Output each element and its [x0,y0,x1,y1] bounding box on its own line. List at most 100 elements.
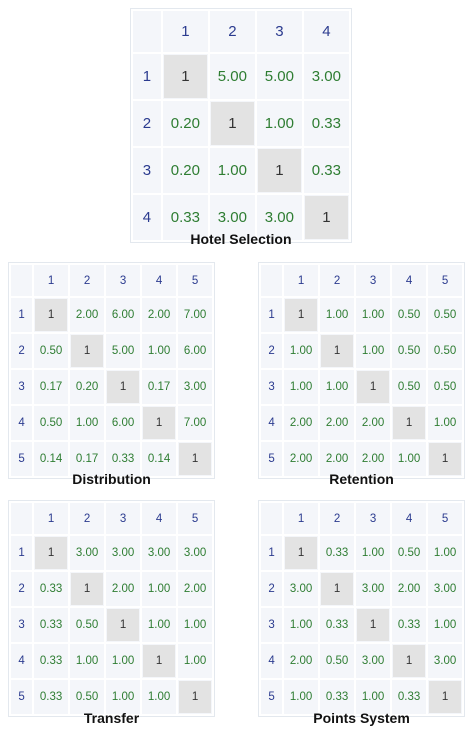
matrix-cell: 1.00 [284,334,319,369]
matrix-cell: 3.00 [303,54,349,100]
matrix-cell: 1.00 [284,608,319,643]
matrix-cell: 1.00 [284,370,319,405]
diagonal-value: 1 [304,196,348,240]
corner-cell [11,503,33,535]
matrix-cell: 1.00 [356,680,391,715]
matrix-retention: 1 2 3 4 5 1 1 1.00 1.00 0.50 0.50 2 1.00 1 1.00 0.50 0.5… [258,262,466,480]
matrix-cell: 3.00 [106,536,141,571]
matrix-cell: 2.00 [70,298,105,333]
diagonal-cell: 1 [106,608,141,643]
matrix-cell: 1.00 [70,644,105,679]
row-header: 1 [133,54,161,100]
matrix-cell: 6.00 [178,334,213,369]
matrix-cell: 0.50 [320,644,355,679]
matrix-distribution: 1 2 3 4 5 1 1 2.00 6.00 2.00 7.00 2 0.50 1 5.00 1.00 6.0… [8,262,216,480]
diagonal-cell: 1 [142,406,177,441]
column-header: 3 [356,265,391,297]
comparison-table: 1 2 3 4 1 1 5.00 5.00 3.00 2 0.20 1 1.00 0.33 3 0.20 1.0… [130,8,352,244]
matrix-cell: 0.33 [392,608,427,643]
matrix-cell: 6.00 [106,298,141,333]
matrix-cell: 0.33 [320,536,355,571]
column-header: 4 [392,503,427,535]
column-header: 2 [70,265,105,297]
table-row: 5 0.33 0.50 1.00 1.00 1 [11,680,213,715]
diagonal-value: 1 [393,645,426,678]
matrix-cell: 0.50 [392,536,427,571]
diagonal-value: 1 [429,443,462,476]
matrix-cell: 3.00 [70,536,105,571]
diagonal-value: 1 [179,443,212,476]
column-header: 4 [303,11,349,53]
matrix-cell: 3.00 [256,195,302,241]
matrix-cell: 1.00 [256,101,302,147]
matrix-cell: 2.00 [320,406,355,441]
diagonal-cell: 1 [106,370,141,405]
diagonal-cell: 1 [284,298,319,333]
table-row: 1 1 5.00 5.00 3.00 [133,54,349,100]
diagonal-value: 1 [35,299,68,332]
diagonal-cell: 1 [392,406,427,441]
corner-cell [133,11,161,53]
comparison-table: 1 2 3 4 5 1 1 2.00 6.00 2.00 7.00 2 0.50 1 5.00 1.00 6.0… [8,262,216,480]
row-header: 1 [261,298,283,333]
matrix-cell: 1.00 [428,608,463,643]
matrix-cell: 0.20 [162,101,208,147]
table-row: 2 0.20 1 1.00 0.33 [133,101,349,147]
matrix-cell: 5.00 [209,54,255,100]
matrix-cell: 2.00 [356,406,391,441]
matrix-cell: 0.17 [70,442,105,477]
diagonal-cell: 1 [320,334,355,369]
diagonal-cell: 1 [320,572,355,607]
diagonal-cell: 1 [162,54,208,100]
matrix-title: Points System [313,710,410,726]
matrix-cell: 1.00 [142,608,177,643]
table-row: 3 0.33 0.50 1 1.00 1.00 [11,608,213,643]
matrix-cell: 3.00 [178,536,213,571]
diagonal-value: 1 [321,573,354,606]
matrix-cell: 1.00 [356,334,391,369]
diagonal-value: 1 [210,102,254,146]
table-row: 1 1 1.00 1.00 0.50 0.50 [261,298,463,333]
matrix-cell: 2.00 [356,442,391,477]
matrix-cell: 3.00 [356,572,391,607]
table-row: 2 3.00 1 3.00 2.00 3.00 [261,572,463,607]
column-header: 4 [142,265,177,297]
matrix-cell: 0.17 [34,370,69,405]
matrix-cell: 2.00 [284,406,319,441]
matrix-cell: 0.33 [162,195,208,241]
matrix-cell: 0.50 [428,298,463,333]
matrix-cell: 6.00 [106,406,141,441]
diagonal-cell: 1 [428,442,463,477]
matrix-cell: 1.00 [106,644,141,679]
matrix-cell: 1.00 [284,680,319,715]
table-row: 1 1 0.33 1.00 0.50 1.00 [261,536,463,571]
row-header: 3 [11,370,33,405]
table-row: 5 1.00 0.33 1.00 0.33 1 [261,680,463,715]
matrix-cell: 0.33 [303,148,349,194]
row-header: 5 [261,680,283,715]
diagonal-value: 1 [321,335,354,368]
table-row: 1 1 2.00 6.00 2.00 7.00 [11,298,213,333]
row-header: 4 [11,644,33,679]
diagonal-cell: 1 [256,148,302,194]
column-header: 5 [178,265,213,297]
row-header: 2 [261,334,283,369]
corner-cell [261,503,283,535]
diagonal-value: 1 [357,371,390,404]
matrix-cell: 0.33 [320,680,355,715]
matrix-cell: 0.14 [142,442,177,477]
matrix-cell: 1.00 [178,644,213,679]
matrix-title: Distribution [72,471,151,487]
diagonal-value: 1 [163,55,207,99]
matrix-cell: 1.00 [142,572,177,607]
table-row: 4 2.00 0.50 3.00 1 3.00 [261,644,463,679]
comparison-table: 1 2 3 4 5 1 1 1.00 1.00 0.50 0.50 2 1.00 1 1.00 0.50 0.5… [258,262,466,480]
matrix-cell: 1.00 [392,442,427,477]
diagonal-value: 1 [357,609,390,642]
diagonal-cell: 1 [428,680,463,715]
column-header: 5 [428,265,463,297]
matrix-cell: 5.00 [106,334,141,369]
matrix-cell: 3.00 [209,195,255,241]
diagonal-cell: 1 [392,644,427,679]
